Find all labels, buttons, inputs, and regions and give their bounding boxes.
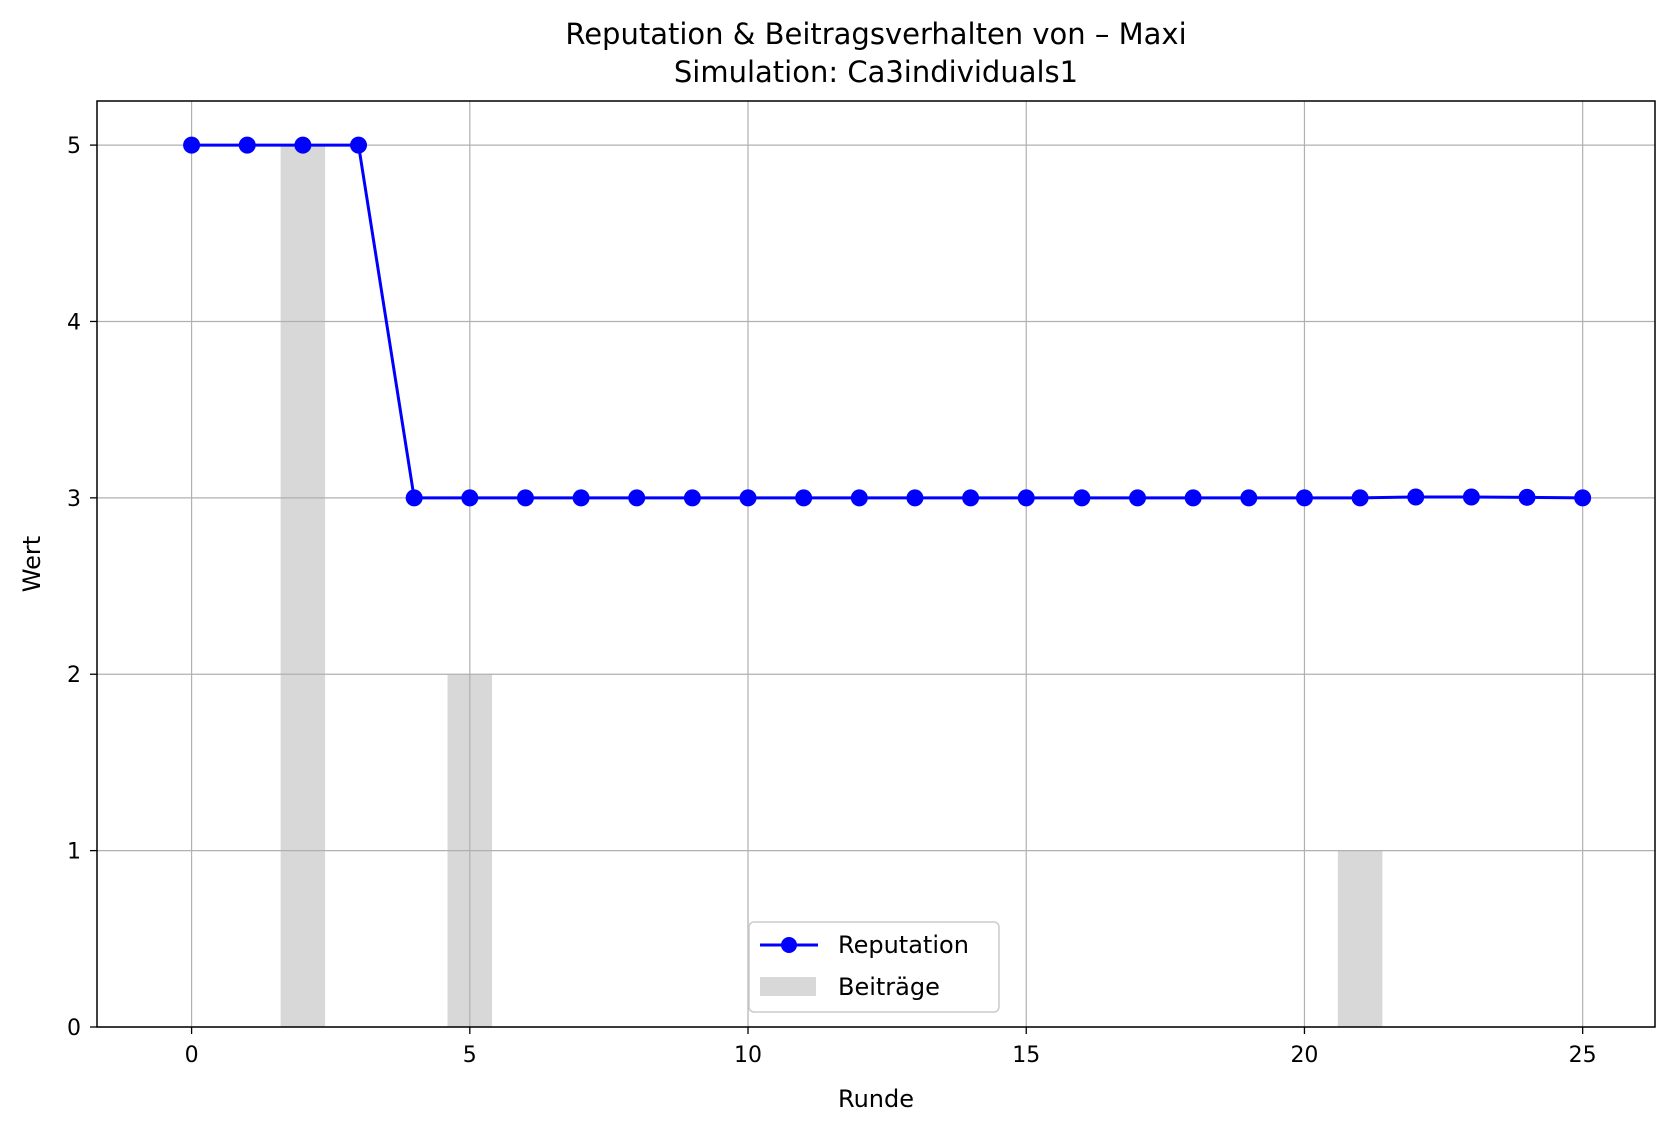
plot-area-frame bbox=[96, 100, 1656, 1028]
reputation-point bbox=[1462, 488, 1480, 506]
x-axis-ticks: 0 5 10 15 20 25 bbox=[185, 1027, 1597, 1068]
reputation-point bbox=[962, 489, 980, 507]
reputation-point bbox=[1184, 489, 1202, 507]
chart-subtitle: Simulation: Ca3individuals1 bbox=[674, 55, 1078, 89]
y-tick-label: 0 bbox=[67, 1016, 81, 1041]
y-axis-ticks: 0 1 2 3 4 5 bbox=[67, 134, 97, 1041]
reputation-point bbox=[1073, 489, 1091, 507]
legend: Reputation Beiträge bbox=[748, 921, 1000, 1013]
reputation-point bbox=[1518, 488, 1536, 506]
bar-beitraege bbox=[280, 145, 326, 1028]
x-tick-label: 10 bbox=[734, 1043, 762, 1068]
reputation-point bbox=[1407, 488, 1425, 506]
legend-reputation-label: Reputation bbox=[838, 931, 969, 959]
reputation-line bbox=[191, 143, 1583, 500]
reputation-point bbox=[1017, 489, 1035, 507]
reputation-point bbox=[461, 489, 479, 507]
y-tick-label: 1 bbox=[67, 840, 81, 865]
reputation-point bbox=[516, 489, 534, 507]
reputation-point bbox=[850, 489, 868, 507]
legend-reputation-marker bbox=[781, 937, 797, 953]
bar-beitraege bbox=[1337, 850, 1383, 1027]
x-tick-label: 20 bbox=[1290, 1043, 1318, 1068]
reputation-point bbox=[350, 136, 368, 154]
legend-beitraege-swatch bbox=[760, 977, 816, 996]
chart-title: Reputation & Beitragsverhalten von – Max… bbox=[565, 17, 1186, 51]
y-axis-label: Wert bbox=[18, 536, 46, 592]
reputation-point bbox=[572, 489, 590, 507]
reputation-point bbox=[906, 489, 924, 507]
reputation-point bbox=[1129, 489, 1147, 507]
x-tick-label: 15 bbox=[1012, 1043, 1040, 1068]
y-tick-label: 3 bbox=[67, 487, 81, 512]
y-tick-label: 4 bbox=[67, 310, 81, 335]
x-tick-label: 5 bbox=[463, 1043, 477, 1068]
line-layer bbox=[183, 136, 1592, 507]
reputation-point bbox=[405, 489, 423, 507]
reputation-point bbox=[739, 489, 757, 507]
reputation-point bbox=[795, 489, 813, 507]
y-tick-label: 2 bbox=[67, 663, 81, 688]
reputation-point bbox=[1574, 489, 1592, 507]
reputation-point bbox=[628, 489, 646, 507]
x-tick-label: 0 bbox=[185, 1043, 199, 1068]
x-axis-label: Runde bbox=[838, 1085, 914, 1113]
legend-beitraege-label: Beiträge bbox=[838, 973, 940, 1001]
reputation-point bbox=[1295, 489, 1313, 507]
y-tick-label: 5 bbox=[67, 134, 81, 159]
reputation-point bbox=[683, 489, 701, 507]
x-tick-label: 25 bbox=[1569, 1043, 1597, 1068]
reputation-point bbox=[1240, 489, 1258, 507]
reputation-point bbox=[1351, 489, 1369, 507]
reputation-point bbox=[294, 136, 312, 154]
reputation-point bbox=[238, 136, 256, 154]
reputation-point bbox=[183, 136, 201, 154]
